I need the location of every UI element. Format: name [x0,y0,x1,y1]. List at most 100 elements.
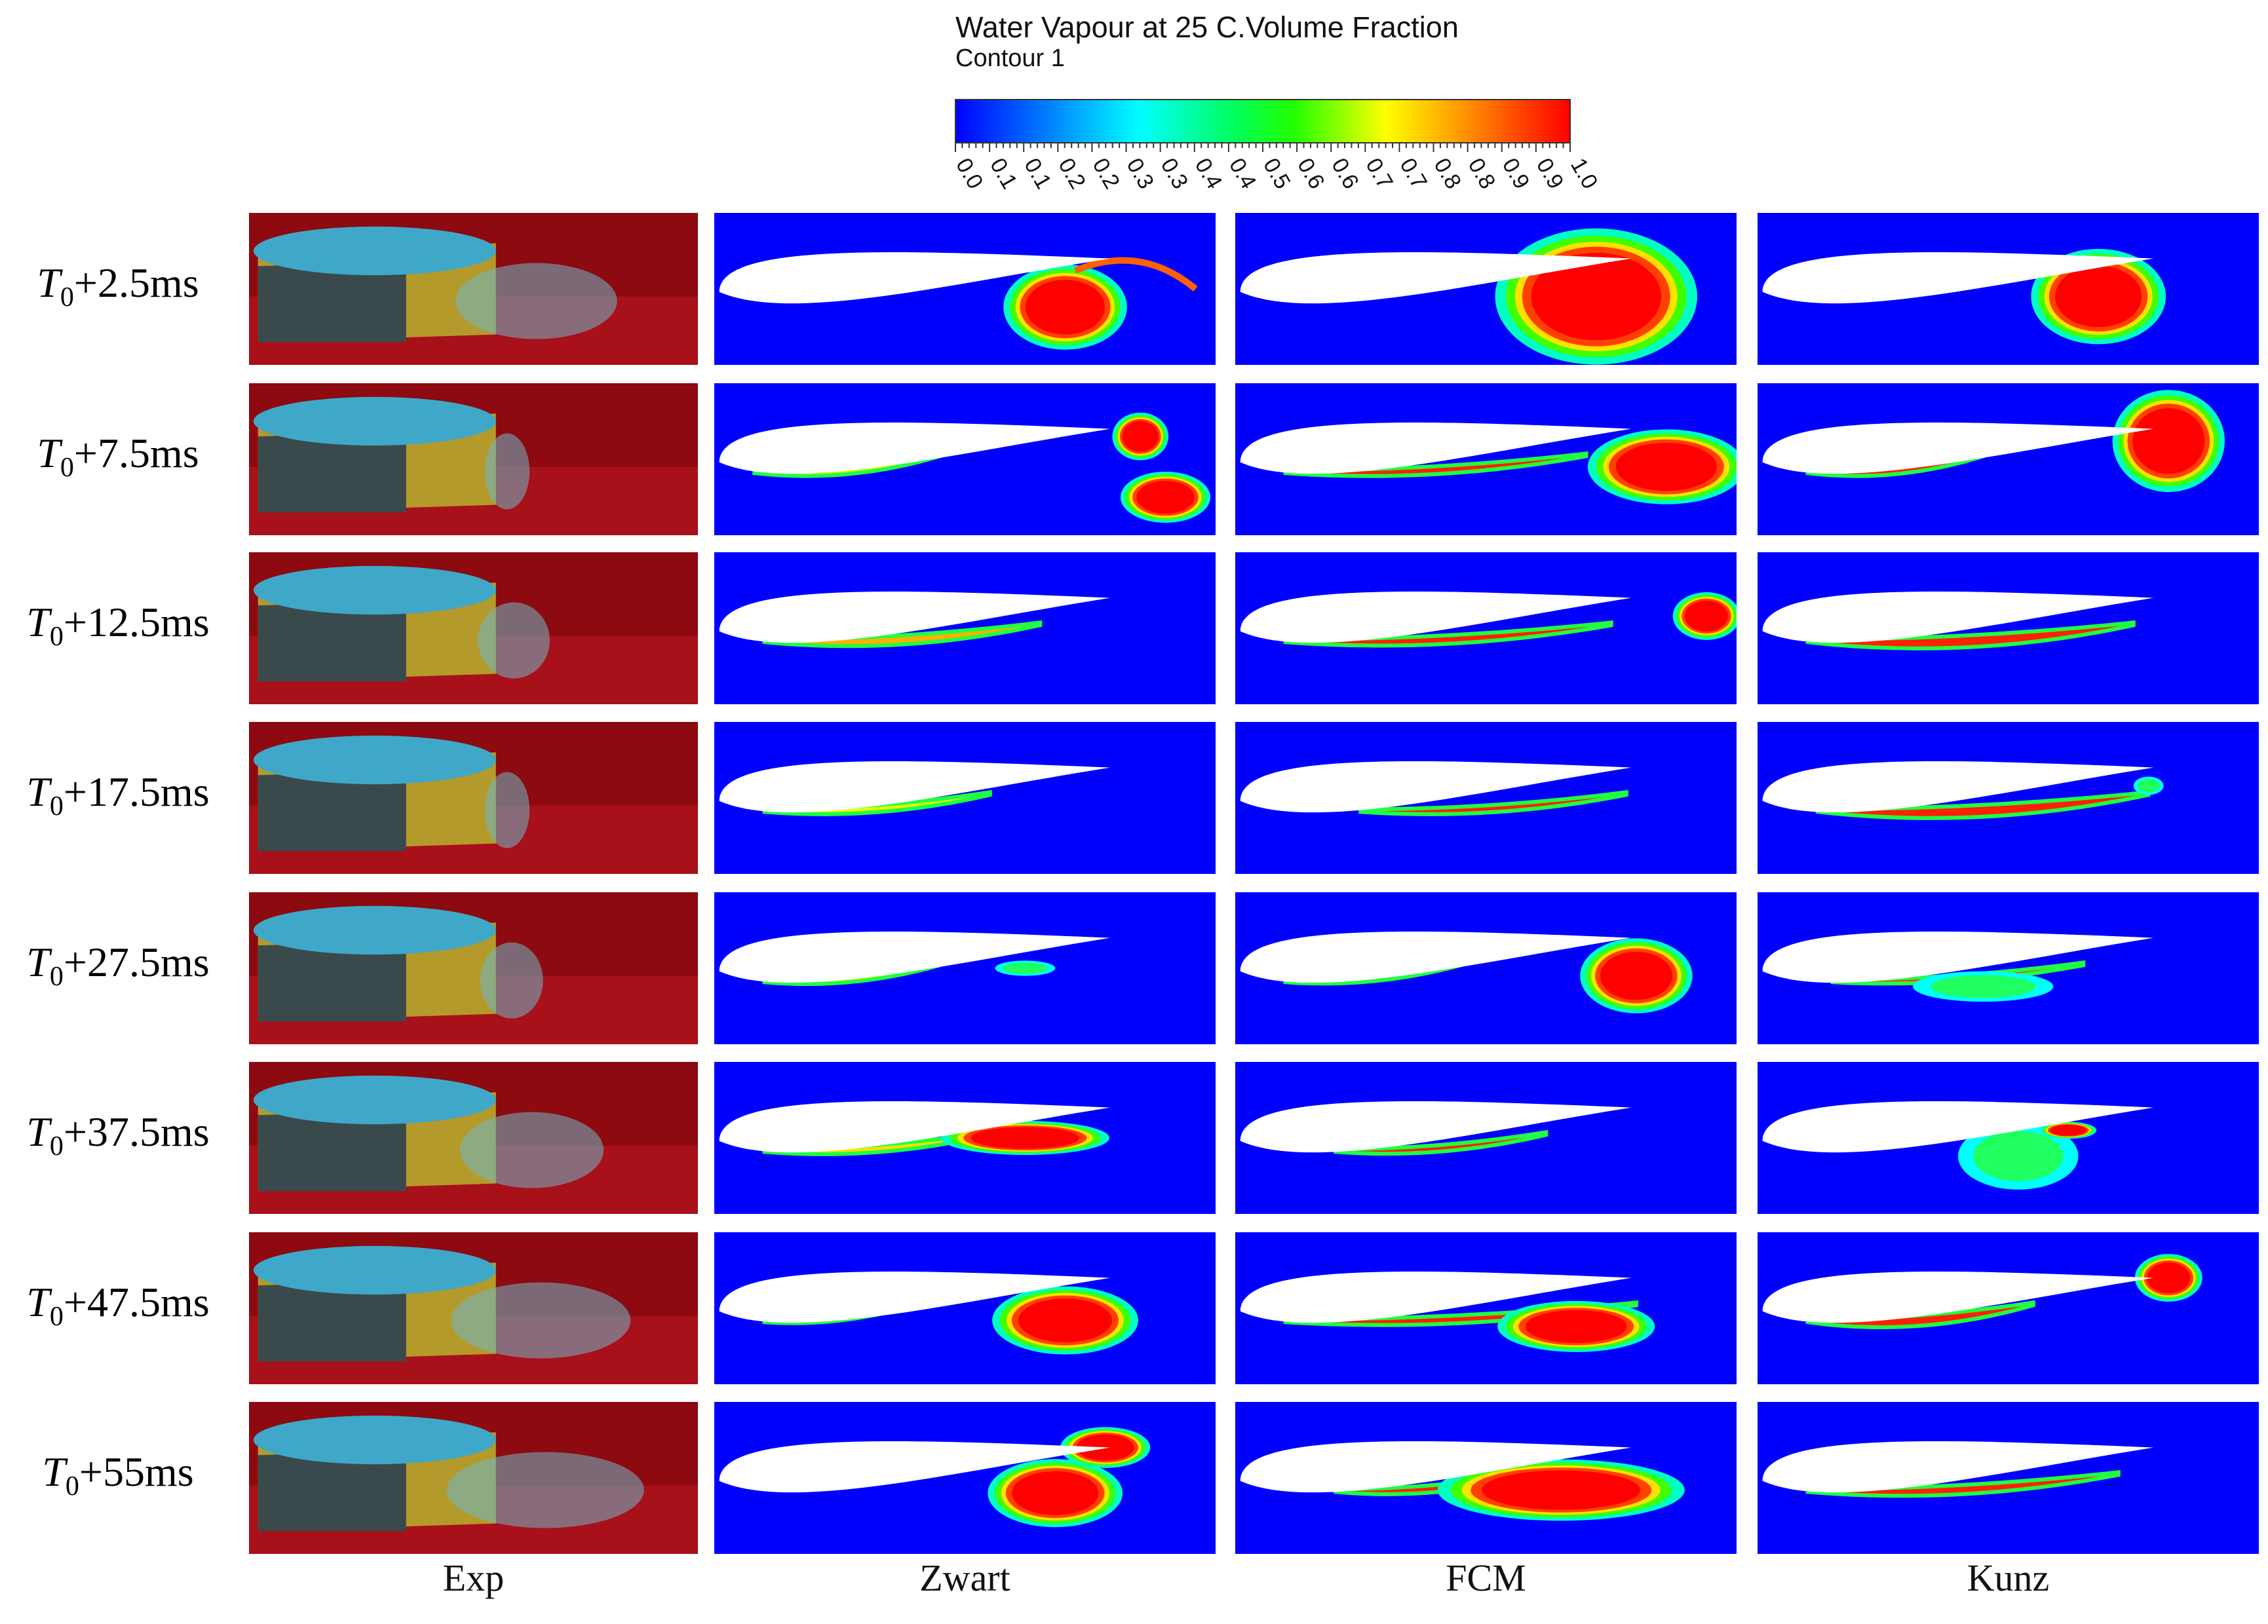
vapour-cloud [1497,1300,1655,1352]
cavity-sheet [1334,1129,1548,1156]
colorbar-ticks: 0.00.10.10.20.20.30.30.40.40.50.60.60.70… [951,143,1603,193]
time-label-symbol: T [26,1279,50,1325]
time-label-symbol: T [26,939,50,985]
vapour-cloud [1913,971,2054,1002]
time-label-subscript: 0 [60,452,74,483]
vapour-cloud [2133,776,2164,795]
colorbar-tick-label: 0.6 [1326,154,1364,193]
cavitation-wake [451,1282,631,1359]
time-label-suffix: +55ms [79,1448,194,1495]
time-label-symbol: T [26,768,50,815]
time-label-symbol: T [26,1108,50,1155]
colorbar-gradient [955,99,1571,143]
cavitation-wake [478,602,550,679]
vapour-cloud [2040,1122,2097,1139]
cavitation-wake [480,942,543,1019]
cfd-contour-zwart [714,1062,1216,1214]
hydrofoil-section [1240,592,1632,643]
hydrofoil-section [1762,592,2154,643]
hydrofoil-section [1240,761,1632,813]
cfd-contour-zwart [714,213,1216,365]
cfd-contour-zwart [714,552,1216,704]
time-label-suffix: +12.5ms [63,599,210,645]
column-label-fcm: FCM [1446,1557,1526,1599]
experiment-photo [249,1232,698,1384]
hydrofoil-section [1762,761,2154,813]
cfd-contour-kunz [1758,383,2259,535]
hydrofoil-section [1762,932,2154,983]
time-label: T0+2.5ms [0,259,236,313]
hydrofoil-section [719,1101,1111,1153]
hydrofoil-section [1762,252,2154,304]
legend-title: Water Vapour at 25 C.Volume Fraction [955,10,1459,44]
vapour-cloud [2134,1254,2202,1302]
time-label-subscript: 0 [49,1301,64,1332]
cavity-sheet [1358,789,1628,816]
hydrofoil-section [719,1441,1111,1493]
colorbar-tick-label: 0.8 [1463,154,1501,193]
vapour-cloud [988,1459,1123,1528]
time-label: T0+55ms [0,1448,236,1502]
time-label-suffix: +2.5ms [73,259,199,306]
hydrofoil-top [253,396,496,446]
experiment-photo [249,213,698,365]
colorbar-tick-label: 0.5 [1258,154,1296,193]
cfd-contour-zwart [714,1232,1216,1384]
colorbar-tick-label: 1.0 [1566,154,1603,193]
hydrofoil-top [253,1415,496,1465]
time-label: T0+7.5ms [0,429,236,483]
hydrofoil-top [253,735,496,785]
colorbar-tick-label: 0.9 [1531,154,1569,193]
colorbar-tick-label: 0.7 [1395,154,1432,193]
hydrofoil-section [1762,1101,2154,1153]
experiment-photo [249,722,698,874]
hydrofoil-section [719,1272,1111,1323]
hydrofoil-top [253,1075,496,1125]
cavity-region [258,770,406,852]
time-label: T0+37.5ms [0,1108,236,1162]
time-label-symbol: T [37,430,60,476]
hydrofoil-section [1762,423,2154,474]
time-label-subscript: 0 [49,1131,64,1161]
hydrofoil-section [1762,1272,2154,1323]
hydrofoil-section [1240,423,1632,474]
cavitation-wake [459,1112,604,1188]
time-label: T0+47.5ms [0,1278,236,1332]
hydrofoil-section [1240,1101,1632,1153]
cfd-contour-kunz [1758,1232,2259,1384]
legend-subtitle: Contour 1 [955,45,1065,72]
column-label-zwart: Zwart [919,1557,1010,1599]
vapour-cloud [1437,1459,1685,1521]
time-label-suffix: +17.5ms [63,768,210,815]
time-label-subscript: 0 [60,282,74,312]
time-label-subscript: 0 [49,791,64,821]
hydrofoil-section [719,761,1111,813]
colorbar-tick-label: 0.1 [985,154,1022,193]
colorbar-tick-label: 0.4 [1224,154,1261,193]
hydrofoil-section [1240,1272,1632,1323]
cfd-contour-kunz [1758,722,2259,874]
hydrofoil-section [1240,932,1632,983]
colorbar-tick-label: 0.3 [1156,154,1193,193]
cfd-contour-kunz [1758,892,2259,1044]
colorbar-tick-label: 0.8 [1429,154,1467,193]
hydrofoil-top [253,1245,496,1295]
colorbar: 0.00.10.10.20.20.30.30.40.40.50.60.60.70… [951,99,1603,193]
cfd-contour-zwart [714,892,1216,1044]
cfd-contour-zwart [714,383,1216,535]
cavity-region [258,1281,406,1362]
colorbar-tick-label: 0.7 [1360,154,1398,193]
cfd-contour-fcm [1235,722,1737,874]
vapour-cloud [940,1121,1109,1155]
time-label-symbol: T [37,259,60,306]
cfd-contour-kunz [1758,552,2259,704]
cavitation-wake [484,433,530,510]
experiment-photo [249,1402,698,1554]
colorbar-tick-label: 0.4 [1190,154,1227,193]
hydrofoil-section [719,423,1111,474]
vapour-cloud [1580,938,1693,1013]
cavity-region [258,941,406,1022]
experiment-photo [249,552,698,704]
cavity-region [258,261,406,343]
hydrofoil-section [719,932,1111,983]
